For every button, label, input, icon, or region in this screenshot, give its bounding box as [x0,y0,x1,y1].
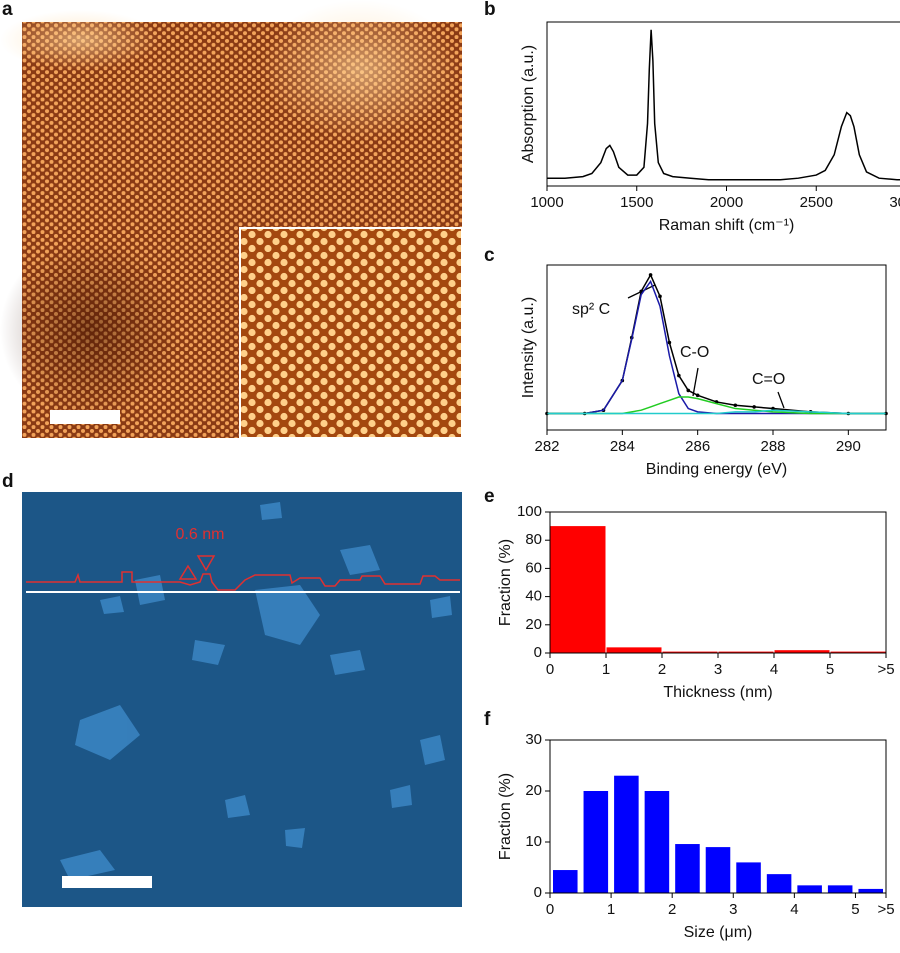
x-tick-label: 3 [729,901,737,918]
x-tick-label: 4 [770,661,778,678]
y-tick-label: 20 [525,782,542,799]
bar [583,791,609,893]
line [547,273,886,415]
y-tick-label: 100 [517,503,542,520]
step-height-label: 0.6 nm [176,526,225,543]
panel-label: d [2,471,14,492]
y-tick-label: 80 [525,531,542,548]
annotation-arrow [777,391,785,409]
bar [774,650,830,653]
plot-frame [546,21,900,187]
plot-frame [546,264,887,431]
bar [614,775,639,893]
y-axis-label: Fraction (%) [497,773,514,860]
x-tick-label: 284 [610,438,635,455]
bar [550,526,606,653]
stm-image [0,0,463,439]
line [547,29,900,181]
bar [766,874,792,893]
bar [662,651,718,653]
y-axis-label: Intensity (a.u.) [520,297,537,398]
plot-frame [549,511,887,654]
bar [858,888,883,893]
afm-image: 0.6 nm [22,492,462,907]
y-tick-label: 20 [525,616,542,633]
panel-label: b [484,0,496,20]
y-tick-label: 10 [525,833,542,850]
line [547,279,886,415]
marker [686,388,691,393]
x-tick-label: 2 [658,661,666,678]
x-tick-label: 0 [546,661,554,678]
y-tick-label: 0 [534,644,542,661]
marker [658,294,662,299]
x-tick-label: 5 [851,901,859,918]
panel-label: c [484,245,495,266]
y-tick-label: 30 [525,731,542,748]
x-tick-label: >5 [877,901,894,918]
annotation: sp² C [572,301,610,318]
marker [771,406,775,411]
x-tick-label: 2000 [710,194,743,211]
y-axis-label: Absorption (a.u.) [520,45,537,163]
marker [752,405,756,409]
bar [830,651,886,653]
x-tick-label: 1000 [530,194,563,211]
marker [648,273,653,277]
marker [667,340,672,345]
bar [797,885,822,893]
x-axis-label: Raman shift (cm⁻¹) [659,217,795,234]
bar [705,847,731,893]
y-tick-label: 40 [525,588,542,605]
x-axis-label: Binding energy (eV) [646,461,787,478]
marker [733,403,738,408]
x-tick-label: 0 [546,901,554,918]
marker [695,393,700,398]
panel-label: f [484,709,491,730]
plot-frame [549,739,887,894]
x-tick-label: >5 [877,661,894,678]
y-tick-label: 0 [534,884,542,901]
bar [736,862,761,893]
x-tick-label: 4 [790,901,798,918]
x-tick-label: 1 [607,901,615,918]
line [547,409,886,415]
bar [827,885,853,893]
x-tick-label: 288 [760,438,785,455]
annotation-arrow [692,367,699,397]
panel-label: a [2,0,13,20]
y-tick-label: 60 [525,559,542,576]
bar [718,651,774,653]
x-tick-label: 3000 [889,194,900,211]
x-tick-label: 2 [668,901,676,918]
x-axis-label: Thickness (nm) [663,684,772,701]
bar [606,647,662,653]
bar [553,870,578,893]
x-tick-label: 282 [534,438,559,455]
bar [644,791,670,893]
x-tick-label: 286 [685,438,710,455]
x-tick-label: 1 [602,661,610,678]
x-tick-label: 5 [826,661,834,678]
x-tick-label: 2500 [800,194,833,211]
x-axis-label: Size (μm) [684,924,753,941]
marker [677,373,681,378]
annotation: C=O [752,371,785,388]
panel-label: e [484,486,495,507]
annotation: C-O [680,344,709,361]
x-tick-label: 1500 [620,194,653,211]
bar [675,844,700,893]
y-axis-label: Fraction (%) [497,539,514,626]
x-tick-label: 3 [714,661,722,678]
x-tick-label: 290 [836,438,861,455]
